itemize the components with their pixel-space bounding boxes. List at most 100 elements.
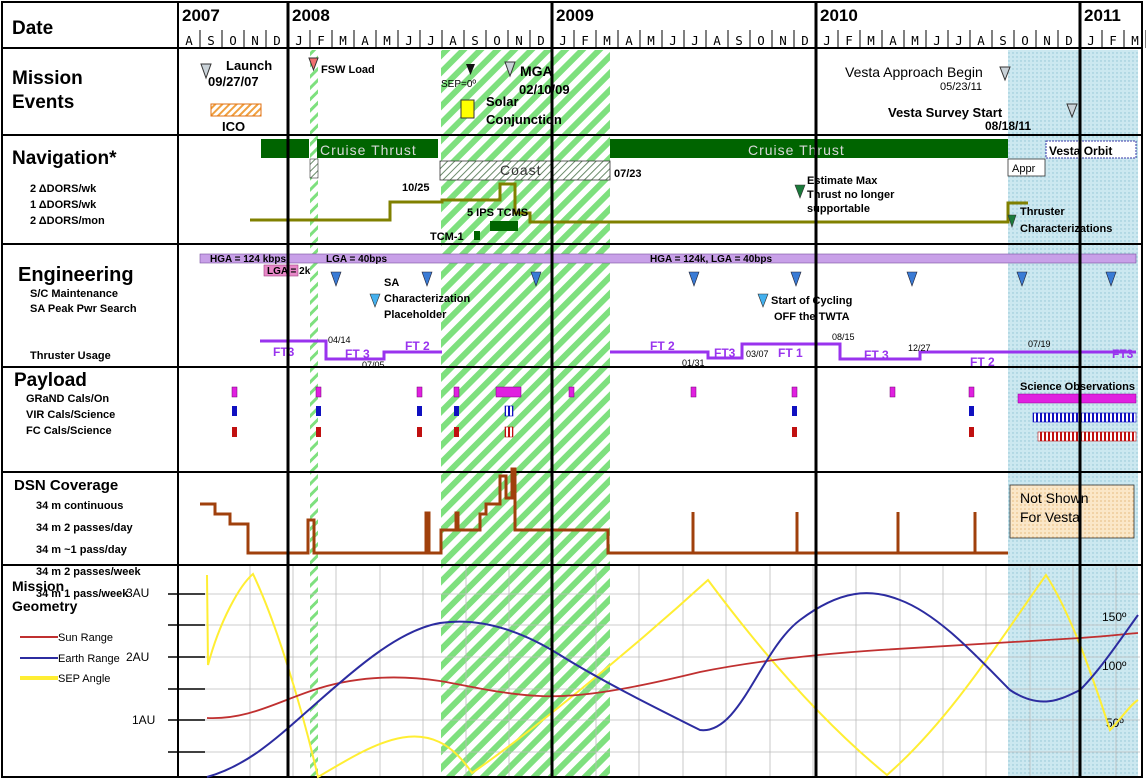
fsw-load-label: FSW Load xyxy=(321,64,375,76)
grand-mark xyxy=(453,386,460,398)
estimate-label-3: supportable xyxy=(807,203,870,215)
vir-mark xyxy=(792,406,797,416)
ft-label: FT 3 xyxy=(345,347,370,361)
year-label: 2011 xyxy=(1084,6,1121,25)
month-label: M xyxy=(1131,33,1139,48)
dsn: Not Shown For Vesta xyxy=(200,467,1135,555)
year-label: 2009 xyxy=(556,6,594,25)
vir-label: VIR Cals/Science xyxy=(26,409,115,421)
year-label: 2010 xyxy=(820,6,858,25)
coast-bar xyxy=(439,160,611,181)
month-label: A xyxy=(713,33,721,48)
estimate-label-2: Thrust no longer xyxy=(807,189,895,201)
month-label: J xyxy=(669,33,677,48)
year-label: 2008 xyxy=(292,6,330,25)
science-fc-bar xyxy=(1037,431,1137,442)
month-label: F xyxy=(845,33,853,48)
estimate-triangle xyxy=(794,184,806,199)
ft-label: FT 2 xyxy=(405,339,430,353)
sc-maintenance-triangle xyxy=(1016,271,1028,287)
not-shown-label-2: For Vesta xyxy=(1020,509,1080,525)
fc-mark xyxy=(417,427,422,437)
sc-maintenance-triangle xyxy=(790,271,802,287)
cruise-thrust-label-2: Cruise Thrust xyxy=(748,142,845,158)
month-label: J xyxy=(691,33,699,48)
month-label: D xyxy=(537,33,545,48)
month-label: M xyxy=(647,33,655,48)
ft-label: FT3 xyxy=(714,346,736,360)
ft-label: FT 2 xyxy=(970,355,995,369)
date-label: Date xyxy=(12,18,53,39)
month-label: N xyxy=(251,33,259,48)
mission-events-title-1: Mission xyxy=(12,68,83,89)
dsn-2-per-week: 34 m 2 passes/week xyxy=(36,566,141,578)
sep-label: SEP=0º xyxy=(441,79,476,90)
ft-label: FT 2 xyxy=(650,339,675,353)
month-label: S xyxy=(999,33,1007,48)
dsn-1-per-day: 34 m ~1 pass/day xyxy=(36,544,128,556)
coast-end-date: 07/23 xyxy=(614,168,642,180)
vesta-survey-triangle xyxy=(1066,103,1078,119)
sc-maintenance-triangle xyxy=(330,271,342,287)
engineering-title: Engineering xyxy=(18,264,134,286)
month-label: O xyxy=(1021,33,1029,48)
sc-maintenance-triangle xyxy=(688,271,700,287)
vir-mga-mark xyxy=(504,405,514,417)
month-label: S xyxy=(471,33,479,48)
thruster-usage-label: Thruster Usage xyxy=(30,350,111,362)
ft-label: FT 3 xyxy=(864,348,889,362)
ft-date: 01/31 xyxy=(682,358,705,368)
sa-label-1: SA xyxy=(384,277,399,289)
year-dividers xyxy=(286,2,1082,777)
tcms-box xyxy=(490,221,518,231)
cruise-thrust-bar-1a xyxy=(261,139,309,158)
au-1-label: 1AU xyxy=(132,713,155,727)
month-label: M xyxy=(911,33,919,48)
month-label: J xyxy=(559,33,567,48)
month-label: M xyxy=(383,33,391,48)
ft-date: 07/19 xyxy=(1028,339,1051,349)
month-label: J xyxy=(1087,33,1095,48)
grand-mark xyxy=(568,386,575,398)
month-label: J xyxy=(933,33,941,48)
cruise-thrust-bar-1b xyxy=(317,139,438,158)
thruster-char-label-1: Thruster xyxy=(1020,206,1065,218)
hga-bar xyxy=(199,253,1137,264)
au-3-label: 3AU xyxy=(126,586,149,600)
sep-legend-label: SEP Angle xyxy=(58,673,110,685)
grand-label: GRaND Cals/On xyxy=(26,393,109,405)
vesta-approach-date: 05/23/11 xyxy=(940,81,982,93)
fc-mark xyxy=(792,427,797,437)
grand-mark xyxy=(416,386,423,398)
navigation-title: Navigation* xyxy=(12,148,117,169)
fc-mark xyxy=(316,427,321,437)
mga-label: MGA xyxy=(520,63,553,79)
geometry-curves xyxy=(206,572,1139,779)
maintenance-triangles xyxy=(330,271,1117,287)
year-label: 2007 xyxy=(182,6,220,25)
fsw-load-stripe-region xyxy=(310,50,318,777)
dors-2-per-month: 2 ΔDORS/mon xyxy=(30,215,105,227)
vir-mark xyxy=(232,406,237,416)
grand-mga-mark xyxy=(495,386,522,398)
cycling-triangle xyxy=(757,293,769,308)
month-label: F xyxy=(317,33,325,48)
month-label: M xyxy=(603,33,611,48)
not-shown-box xyxy=(1009,484,1135,539)
au-2-label: 2AU xyxy=(126,650,149,664)
geometry-title-1: Mission xyxy=(12,578,64,594)
sc-maintenance-triangle xyxy=(1105,271,1117,287)
mga-triangle xyxy=(504,61,516,78)
month-label: F xyxy=(1109,33,1117,48)
thruster-char-triangle xyxy=(1007,214,1017,228)
grand-mark xyxy=(968,386,975,398)
month-label: D xyxy=(273,33,281,48)
month-label: F xyxy=(581,33,589,48)
row-titles: Mission Events Navigation* 2 ΔDORS/wk 1 … xyxy=(12,68,1127,753)
payload-marks xyxy=(231,386,975,438)
sc-maintenance-triangle xyxy=(421,271,433,287)
sun-legend-label: Sun Range xyxy=(58,632,113,644)
ft-date: 07/05 xyxy=(362,360,385,370)
sa-label-2: Characterization xyxy=(384,293,470,305)
thruster-usage-line-1 xyxy=(260,339,442,361)
